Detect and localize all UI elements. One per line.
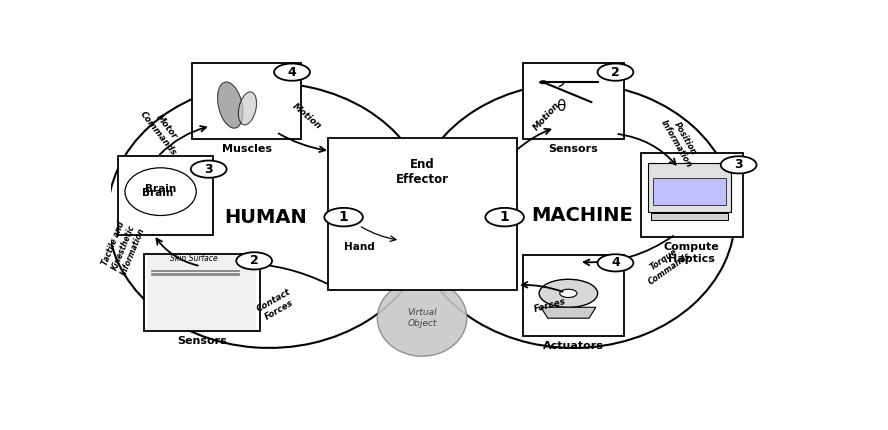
Text: Motion: Motion — [291, 101, 323, 131]
Circle shape — [191, 160, 226, 178]
Text: Skin Surface: Skin Surface — [170, 254, 218, 263]
Text: Motor
Commands: Motor Commands — [139, 103, 186, 157]
Text: Virtual
Object: Virtual Object — [408, 308, 437, 328]
Text: Motion: Motion — [532, 101, 562, 133]
Text: 3: 3 — [204, 163, 213, 175]
Text: Hand: Hand — [344, 242, 375, 252]
FancyBboxPatch shape — [144, 254, 259, 332]
Text: Compute
Haptics: Compute Haptics — [664, 242, 719, 264]
Text: Forces: Forces — [533, 296, 567, 313]
Text: 4: 4 — [288, 66, 297, 79]
Ellipse shape — [377, 280, 467, 356]
Text: 2: 2 — [250, 255, 258, 267]
Ellipse shape — [559, 289, 577, 298]
Circle shape — [324, 208, 363, 227]
FancyBboxPatch shape — [651, 213, 728, 220]
FancyBboxPatch shape — [522, 63, 624, 139]
FancyBboxPatch shape — [522, 255, 624, 336]
FancyBboxPatch shape — [654, 178, 725, 205]
Text: MACHINE: MACHINE — [532, 206, 633, 225]
Circle shape — [721, 156, 757, 173]
Text: Muscles: Muscles — [222, 144, 272, 154]
Text: Sensors: Sensors — [549, 144, 599, 154]
Text: Brain: Brain — [145, 184, 176, 194]
FancyBboxPatch shape — [328, 138, 517, 290]
Text: Tactile and
Kinesthetic
Information: Tactile and Kinesthetic Information — [100, 218, 147, 276]
Text: Actuators: Actuators — [543, 341, 604, 351]
Text: Position
Information: Position Information — [659, 114, 702, 169]
Circle shape — [539, 80, 547, 84]
Text: Torque
Commands: Torque Commands — [641, 242, 693, 286]
Text: θ: θ — [556, 99, 565, 114]
Text: 3: 3 — [734, 158, 743, 171]
Circle shape — [486, 208, 524, 227]
Ellipse shape — [125, 168, 196, 215]
Text: HUMAN: HUMAN — [225, 208, 307, 227]
Polygon shape — [541, 307, 596, 318]
Ellipse shape — [218, 82, 243, 128]
Ellipse shape — [238, 92, 257, 125]
FancyBboxPatch shape — [648, 163, 732, 212]
Text: Sensors: Sensors — [177, 336, 226, 346]
Text: End
Effector: End Effector — [395, 158, 448, 187]
FancyBboxPatch shape — [147, 255, 257, 330]
FancyBboxPatch shape — [118, 156, 213, 235]
Text: 4: 4 — [611, 256, 620, 269]
Text: 1: 1 — [500, 210, 510, 224]
Circle shape — [236, 252, 272, 270]
Text: Contact
Forces: Contact Forces — [255, 287, 297, 323]
Circle shape — [598, 254, 633, 271]
Text: 2: 2 — [611, 66, 620, 79]
Circle shape — [274, 64, 310, 81]
Ellipse shape — [539, 279, 598, 307]
FancyBboxPatch shape — [192, 63, 301, 139]
Text: 1: 1 — [338, 210, 348, 224]
FancyBboxPatch shape — [641, 153, 742, 237]
Text: Brain: Brain — [142, 188, 173, 198]
Circle shape — [598, 64, 633, 81]
